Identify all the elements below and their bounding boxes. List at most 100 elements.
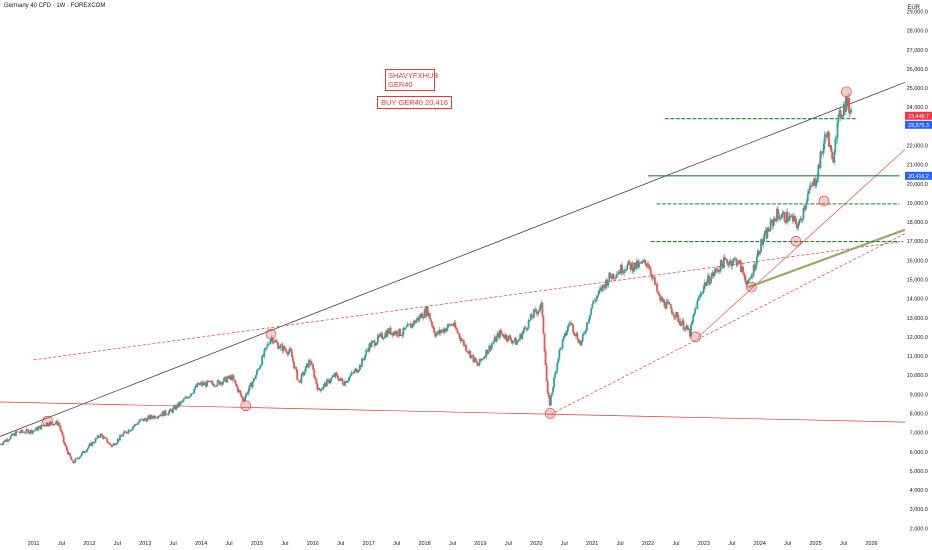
candle-body — [322, 384, 325, 388]
candle-body — [513, 337, 516, 342]
candle-body — [189, 395, 191, 397]
candle-body — [132, 426, 135, 428]
candle-body — [482, 358, 484, 360]
candle-body — [9, 436, 12, 440]
candle-body — [399, 328, 402, 336]
candle-body — [628, 260, 631, 264]
candle-body — [137, 422, 139, 425]
candle-body — [716, 269, 719, 272]
candle-body — [143, 418, 146, 422]
candle-body — [487, 351, 490, 355]
x-tick-label: Jul — [114, 541, 121, 547]
candle-body — [840, 116, 843, 118]
candle-body — [218, 380, 221, 385]
pivot-marker — [240, 400, 252, 412]
candle-body — [56, 420, 59, 426]
candle-body — [765, 230, 768, 239]
candle-body — [797, 225, 800, 229]
candle-body — [630, 262, 633, 270]
candle-body — [216, 380, 219, 386]
candle-body — [592, 300, 595, 305]
candle-body — [129, 430, 132, 432]
candle-body — [351, 372, 354, 374]
x-tick-label: Jul — [728, 541, 735, 547]
candle-body — [181, 401, 184, 402]
candle-body — [730, 260, 733, 267]
candle-body — [324, 382, 327, 387]
candle-body — [444, 328, 447, 332]
candle-body — [339, 378, 342, 380]
candle-body — [300, 374, 303, 383]
candle-body — [801, 218, 804, 221]
candle-body — [574, 334, 577, 336]
candle-body — [626, 264, 629, 271]
candle-body — [264, 347, 267, 350]
candle-body — [211, 381, 214, 384]
candle-body — [684, 326, 687, 331]
candle-body — [784, 221, 787, 223]
x-tick-label: Jul — [505, 541, 512, 547]
candle-body — [618, 271, 621, 274]
candle-body — [359, 364, 362, 368]
candle-body — [715, 268, 718, 270]
candle-body — [753, 264, 756, 270]
candle-body — [506, 339, 509, 342]
candle-body — [184, 396, 187, 399]
candle-body — [443, 328, 446, 333]
candle-body — [846, 97, 848, 107]
candle-body — [111, 444, 114, 447]
y-tick-label: 16,000.0 — [907, 258, 928, 264]
pivot-marker — [265, 328, 277, 340]
candle-body — [119, 435, 121, 441]
candle-body — [555, 371, 558, 373]
candle-body — [674, 317, 676, 318]
candle-body — [89, 443, 92, 445]
candle-body — [656, 283, 658, 292]
candle-body — [76, 458, 79, 459]
trade-idea-note: BUY GER40 20,416 — [377, 96, 452, 109]
candle-body — [157, 416, 160, 418]
candle-body — [366, 349, 369, 351]
candle-body — [667, 301, 670, 304]
candle-body — [837, 114, 840, 122]
candle-body — [491, 343, 494, 345]
candle-body — [676, 312, 679, 315]
candle-body — [164, 410, 167, 415]
author-line-2: GER40 — [388, 80, 413, 89]
candle-body — [807, 190, 810, 194]
candle-body — [235, 384, 238, 387]
candle-body — [509, 336, 512, 340]
candle-body — [358, 364, 361, 371]
candle-body — [376, 335, 379, 343]
candle-body — [122, 433, 125, 437]
candle-body — [301, 372, 304, 375]
candle-body — [249, 382, 252, 386]
candle-body — [525, 327, 528, 330]
candle-body — [565, 331, 568, 336]
candle-body — [361, 358, 363, 368]
candle-body — [575, 333, 578, 336]
candle-body — [185, 396, 188, 398]
candle-body — [67, 450, 69, 455]
candle-body — [309, 360, 311, 362]
candle-body — [488, 345, 491, 352]
candle-body — [145, 419, 148, 422]
candle-body — [413, 320, 415, 326]
candle-body — [420, 313, 423, 318]
candle-body — [453, 322, 456, 326]
y-tick-label: 3,000.0 — [910, 507, 928, 513]
trendline-green-channel — [748, 228, 906, 289]
candle-body — [838, 110, 841, 115]
candle-body — [560, 347, 563, 349]
candle-body — [21, 429, 24, 433]
candle-body — [737, 260, 740, 264]
candle-body — [346, 381, 348, 383]
candle-body — [134, 424, 137, 425]
candle-body — [605, 279, 607, 289]
candle-body — [490, 344, 493, 350]
candle-body — [100, 433, 103, 436]
y-tick-label: 2,000.0 — [910, 526, 928, 532]
candle-body — [150, 415, 153, 418]
candle-body — [552, 387, 554, 393]
